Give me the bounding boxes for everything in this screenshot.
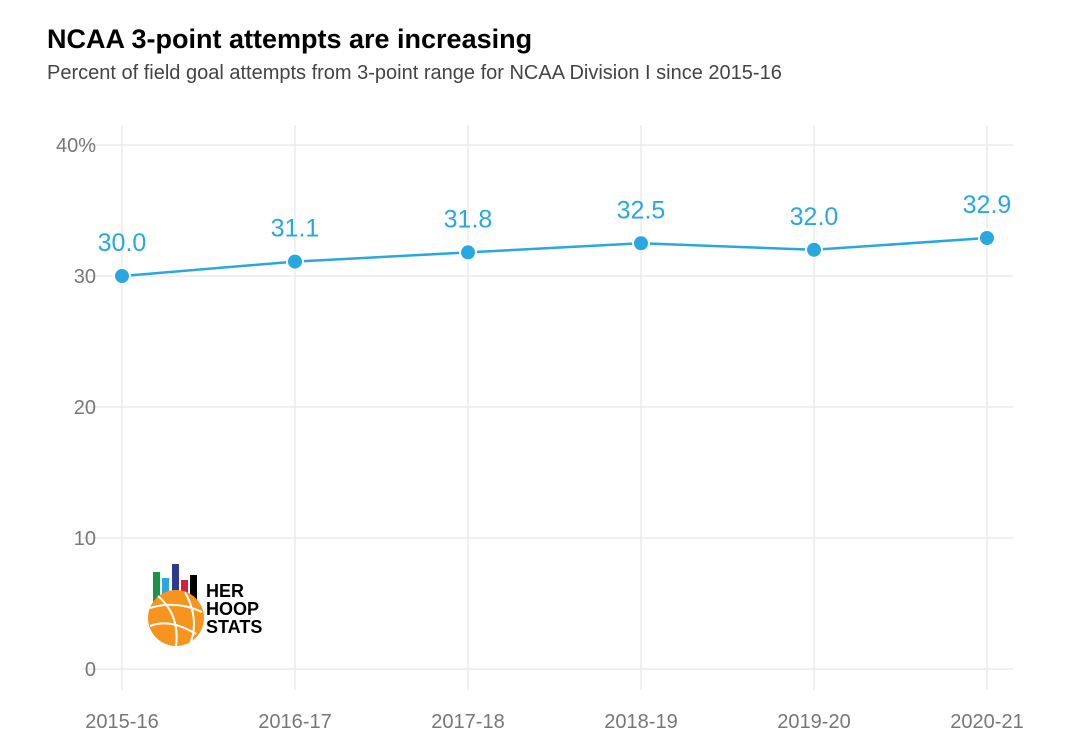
data-label: 31.1 <box>271 215 320 243</box>
y-tick-label: 30 <box>74 266 96 288</box>
y-tick-label: 40% <box>56 135 96 157</box>
x-tick-label: 2017-18 <box>431 711 504 733</box>
x-tick-label: 2015-16 <box>85 711 158 733</box>
data-label: 32.5 <box>617 196 666 224</box>
data-point <box>113 267 131 285</box>
data-label: 32.0 <box>790 203 839 231</box>
x-tick-label: 2018-19 <box>604 711 677 733</box>
logo-text-her: HER <box>206 581 244 601</box>
y-tick-label: 0 <box>85 659 96 681</box>
x-tick-label: 2019-20 <box>777 711 850 733</box>
x-tick-label: 2016-17 <box>258 711 331 733</box>
data-label: 30.0 <box>98 229 147 257</box>
data-point <box>286 252 304 271</box>
y-tick-label: 20 <box>74 397 96 419</box>
data-point <box>805 240 823 259</box>
x-tick-label: 2020-21 <box>950 711 1023 733</box>
her-hoop-stats-logo: HER HOOP STATS <box>148 564 262 647</box>
data-label: 32.9 <box>963 191 1012 219</box>
chart-title: NCAA 3-point attempts are increasing <box>47 24 533 54</box>
data-point <box>459 243 477 262</box>
data-label: 31.8 <box>444 205 493 233</box>
y-tick-label: 10 <box>74 528 96 550</box>
data-point <box>978 229 996 248</box>
data-point <box>632 234 650 253</box>
chart-subtitle: Percent of field goal attempts from 3-po… <box>47 62 782 84</box>
logo-text-hoop: HOOP <box>206 599 259 619</box>
logo-text-stats: STATS <box>206 617 262 637</box>
series-line <box>121 236 988 278</box>
